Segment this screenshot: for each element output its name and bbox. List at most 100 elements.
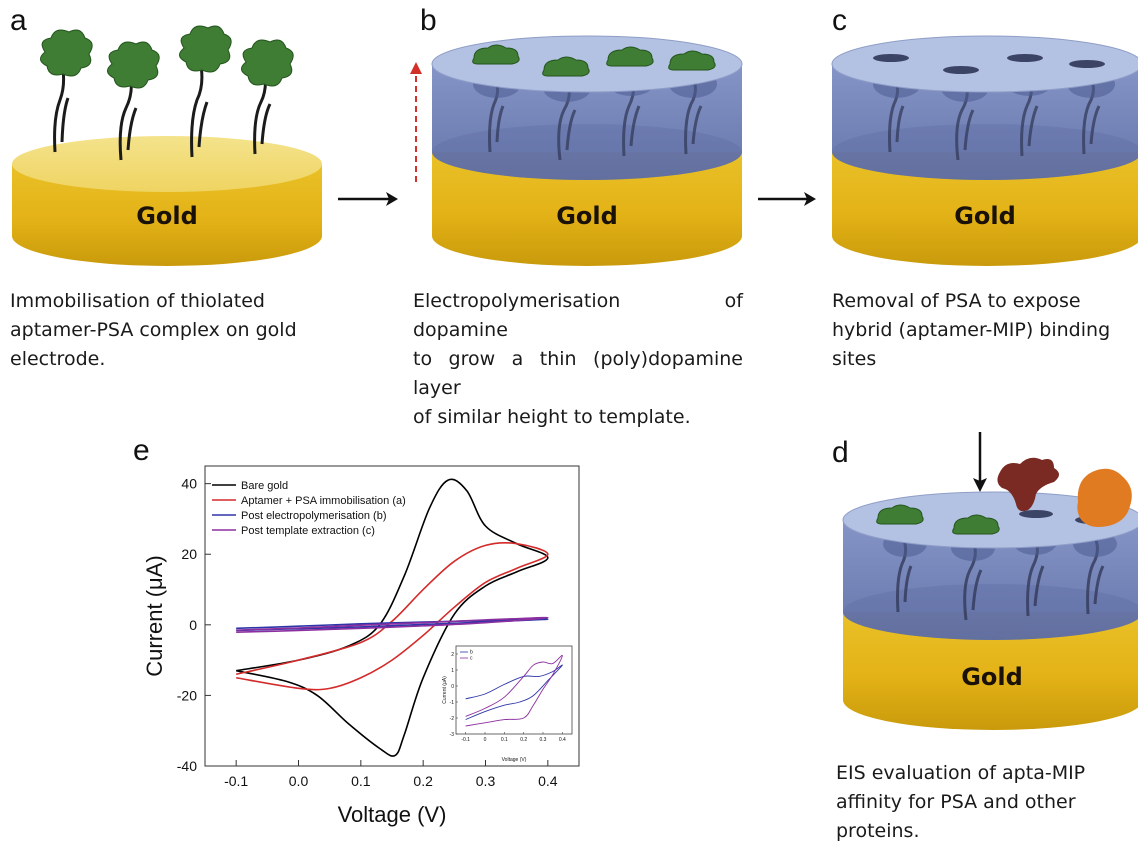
- psa-protein: [668, 50, 716, 71]
- gold-electrode: Gold: [12, 136, 322, 266]
- x-tick-label: 0.3: [476, 773, 496, 789]
- arrow-b-to-c: [758, 192, 816, 206]
- inset-x-tick-label: -0.1: [461, 737, 470, 743]
- gold-electrode: Gold: [843, 612, 1138, 730]
- caption-b: Electropolymerisation of dopamine to gro…: [413, 287, 743, 432]
- caption-d-line: EIS evaluation of apta-MIP: [836, 762, 1086, 784]
- inset-ticks: -0.1 0 0.1 0.2 0.3 0.4 -3 -2 -1 0 1 2: [450, 652, 566, 743]
- inset-series-line-0: [465, 664, 563, 721]
- inset-legend-label: b: [470, 650, 473, 656]
- binding-site: [1069, 60, 1105, 68]
- binding-site: [943, 66, 979, 74]
- polymer-layer: [431, 35, 743, 180]
- legend-label: Bare gold: [241, 480, 288, 492]
- panel-letter-d: d: [832, 436, 849, 469]
- series-line-2: [236, 618, 549, 632]
- caption-b-line: to grow a thin (poly)dopamine layer: [413, 348, 743, 399]
- x-tick-label: 0.1: [351, 773, 371, 789]
- inset-series: [465, 654, 563, 727]
- x-axis-title: Voltage (V): [338, 802, 447, 827]
- other-protein: [997, 457, 1059, 512]
- polymer-layer: [842, 491, 1138, 640]
- caption-c-line: sites: [832, 348, 877, 370]
- caption-b-line: Electropolymerisation of dopamine: [413, 290, 743, 341]
- panel-letter-a: a: [10, 4, 27, 37]
- psa-protein-group: [472, 44, 716, 77]
- inset-x-tick-label: 0: [484, 737, 487, 743]
- panel-letter-c: c: [832, 4, 847, 37]
- gold-electrode: Gold: [432, 152, 742, 266]
- gold-label: Gold: [136, 202, 198, 230]
- psa-protein: [472, 44, 520, 65]
- caption-b-line: of similar height to template.: [413, 406, 691, 428]
- x-tick-label: 0.4: [538, 773, 558, 789]
- inset-y-tick-label: -2: [450, 716, 455, 722]
- growth-arrow: [410, 62, 422, 182]
- caption-a-line: aptamer-PSA complex on gold: [10, 319, 297, 341]
- gold-electrode: Gold: [832, 152, 1138, 266]
- inset-y-tick-label: 0: [451, 684, 454, 690]
- inset-y-axis-title: Current (μA): [442, 676, 448, 704]
- binding-site: [1019, 510, 1053, 518]
- inset-y-tick-label: -1: [450, 700, 455, 706]
- caption-d: EIS evaluation of apta-MIP affinity for …: [836, 759, 1132, 846]
- psa-protein: [241, 39, 294, 87]
- down-arrow: [973, 432, 987, 492]
- panel-a-illustration: Gold: [12, 25, 322, 266]
- psa-protein: [107, 41, 160, 89]
- inset-legend-label: c: [470, 656, 473, 662]
- inset-y-tick-label: 2: [451, 652, 454, 658]
- psa-protein: [606, 46, 654, 67]
- psa-protein: [40, 29, 93, 77]
- y-axis-title: Current (μA): [142, 555, 167, 676]
- x-tick-label: 0.2: [413, 773, 433, 789]
- legend-label: Aptamer + PSA immobilisation (a): [241, 495, 406, 507]
- psa-protein: [542, 56, 590, 77]
- other-protein: [1077, 468, 1132, 527]
- y-tick-label: -40: [177, 758, 197, 774]
- arrow-a-to-b: [338, 192, 398, 206]
- psa-protein: [876, 504, 924, 525]
- x-tick-label: 0.0: [289, 773, 309, 789]
- chart-legend: Bare gold Aptamer + PSA immobilisation (a…: [212, 480, 406, 537]
- inset-chart: -0.1 0 0.1 0.2 0.3 0.4 -3 -2 -1 0 1 2 bc Voltage (V…: [442, 645, 573, 763]
- inset-frame: [455, 645, 573, 735]
- chart-series: [235, 478, 549, 757]
- panel-d-illustration: Gold: [842, 432, 1138, 730]
- series-line-3: [236, 616, 549, 634]
- binding-sites: [873, 54, 1105, 74]
- inset-y-tick-label: -3: [450, 732, 455, 738]
- panel-letter-b: b: [420, 4, 437, 37]
- legend-label: Post electropolymerisation (b): [241, 510, 387, 522]
- x-tick-label: -0.1: [224, 773, 248, 789]
- series-line-0: [236, 478, 549, 757]
- gold-label: Gold: [954, 202, 1016, 230]
- psa-protein: [952, 514, 1000, 535]
- y-tick-label: -20: [177, 687, 197, 703]
- inset-y-tick-label: 1: [451, 668, 454, 674]
- inset-legend: bc: [460, 650, 473, 662]
- caption-d-line: affinity for PSA and other: [836, 791, 1076, 813]
- caption-c: Removal of PSA to expose hybrid (aptamer…: [832, 287, 1132, 374]
- inset-x-tick-label: 0.2: [520, 737, 527, 743]
- caption-c-line: hybrid (aptamer-MIP) binding: [832, 319, 1111, 341]
- caption-a: Immobilisation of thiolated aptamer-PSA …: [10, 287, 320, 374]
- y-tick-label: 40: [181, 476, 197, 492]
- caption-c-line: Removal of PSA to expose: [832, 290, 1081, 312]
- y-tick-label: 20: [181, 546, 197, 562]
- polymer-layer: [831, 35, 1138, 180]
- gold-label: Gold: [556, 202, 618, 230]
- caption-a-line: electrode.: [10, 348, 106, 370]
- psa-protein: [179, 25, 232, 73]
- psa-protein-group: [40, 25, 294, 89]
- inset-x-tick-label: 0.1: [501, 737, 508, 743]
- binding-site: [1007, 54, 1043, 62]
- panel-letter-e: e: [133, 434, 150, 467]
- inset-x-tick-label: 0.4: [559, 737, 566, 743]
- inset-series-line-1: [465, 654, 563, 727]
- legend-label: Post template extraction (c): [241, 525, 375, 537]
- panel-c-illustration: Gold: [831, 35, 1138, 266]
